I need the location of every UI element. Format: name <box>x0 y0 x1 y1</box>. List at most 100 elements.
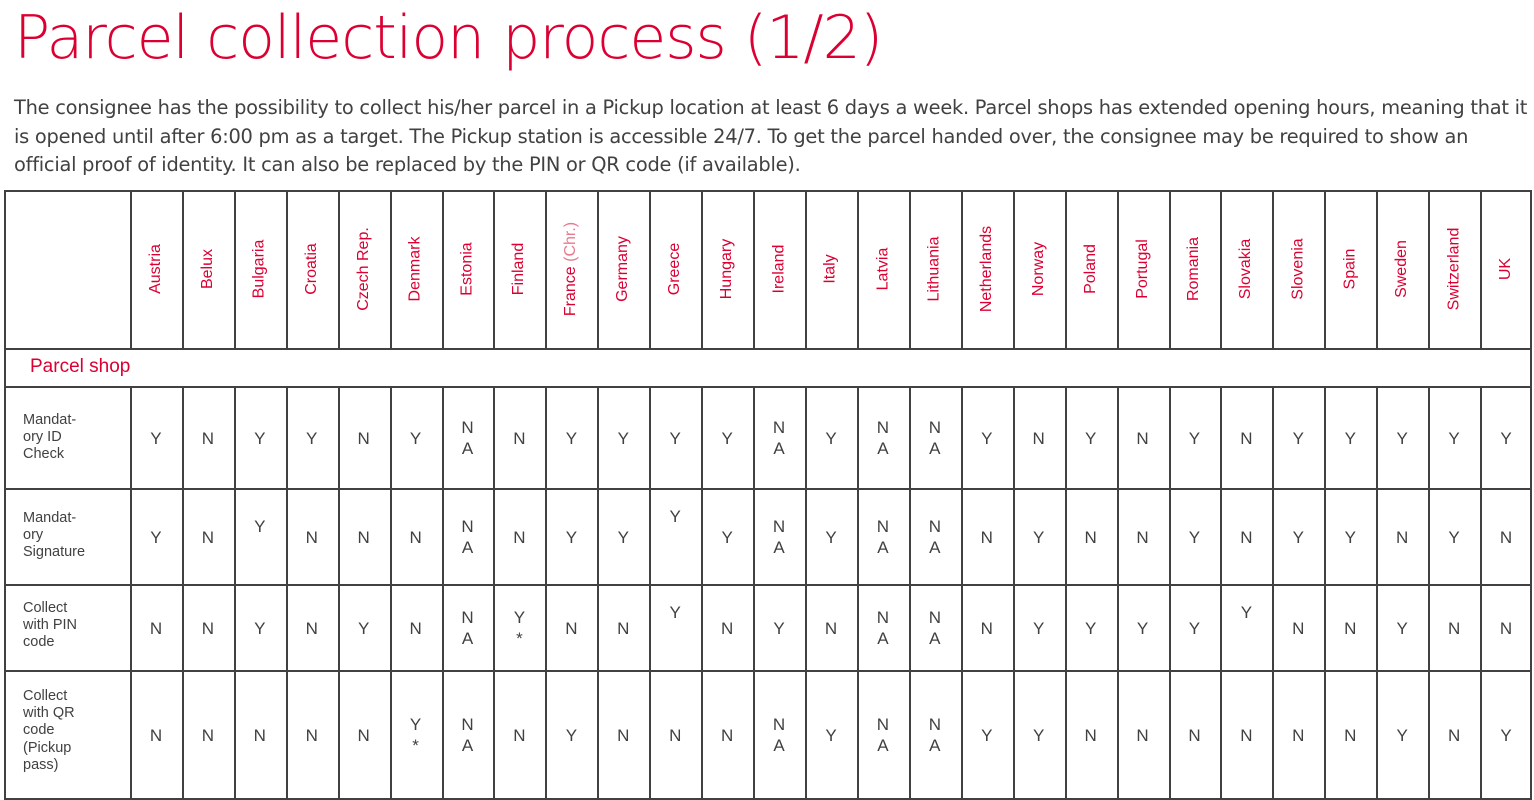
table-cell: Y <box>1376 388 1428 488</box>
cell-value: N A <box>876 715 890 755</box>
table-cell: N A <box>909 388 961 488</box>
column-header-label: Belux <box>198 248 216 290</box>
cell-value: Y <box>721 428 733 448</box>
column-divider <box>338 190 340 348</box>
cell-value: N <box>201 618 215 638</box>
table-cell: N <box>545 586 597 670</box>
table-border-right <box>1530 190 1532 800</box>
table-cell: Y <box>1013 490 1065 584</box>
column-header-label: Latvia <box>873 247 891 291</box>
column-header-italy: Italy <box>805 190 857 348</box>
cell-value: N <box>1240 428 1253 448</box>
column-divider <box>1324 190 1326 348</box>
table-cell: N <box>182 490 234 584</box>
cell-value: Y <box>1396 725 1408 745</box>
table-cell: Y <box>1376 586 1428 670</box>
table-cell: N A <box>909 586 961 670</box>
column-header-label: Netherlands <box>977 225 995 313</box>
table-cell: N <box>493 672 545 798</box>
cell-value: N <box>1499 618 1513 638</box>
table-cell: Y <box>545 388 597 488</box>
column-divider <box>338 386 340 798</box>
table-cell: Y <box>1013 672 1065 798</box>
column-header-croatia: Croatia <box>286 190 338 348</box>
column-divider <box>1169 386 1171 798</box>
table-cell: N <box>286 490 338 584</box>
column-header-label: Poland <box>1081 244 1099 294</box>
cell-value: N <box>253 725 266 745</box>
cell-value: Y <box>981 725 993 745</box>
column-divider <box>753 190 755 348</box>
table-cell: Y <box>805 490 857 584</box>
cell-value: N <box>720 618 734 638</box>
table-cell: Y <box>1324 490 1376 584</box>
cell-value: N <box>305 725 318 745</box>
table-cell: Y <box>805 672 857 798</box>
column-header-label: Finland <box>510 242 528 296</box>
column-header-label: Portugal <box>1133 239 1151 299</box>
table-cell: N <box>338 388 390 488</box>
column-header-label: Croatia <box>302 243 320 295</box>
column-divider <box>234 190 236 348</box>
cell-value: N <box>669 725 682 745</box>
column-header-slovenia: Slovenia <box>1272 190 1324 348</box>
cell-value: N A <box>928 418 941 458</box>
column-divider <box>753 386 755 798</box>
column-header-label: Spain <box>1341 248 1359 290</box>
table-cell: Y <box>805 388 857 488</box>
column-header-austria: Austria <box>130 190 182 348</box>
column-header-greece: Greece <box>649 190 701 348</box>
table-cell: N <box>961 586 1013 670</box>
cell-value: Y <box>1344 428 1356 448</box>
row-divider <box>4 488 1532 490</box>
table-cell: N <box>1428 586 1480 670</box>
page-title: Parcel collection process (1/2) <box>14 3 883 73</box>
table-cell: N A <box>857 586 909 670</box>
column-header-czech-rep: Czech Rep. <box>338 190 390 348</box>
column-header-spain: Spain <box>1324 190 1376 348</box>
table-cell: Y <box>1324 388 1376 488</box>
table-cell: N <box>338 490 390 584</box>
column-divider <box>182 190 184 348</box>
column-divider <box>1428 190 1430 348</box>
column-divider <box>390 386 392 798</box>
column-divider <box>1220 190 1222 348</box>
table-cell: Y <box>130 388 182 488</box>
cell-value: N A <box>461 715 474 755</box>
column-header-label: Greece <box>666 242 684 296</box>
column-header-label: Austria <box>146 244 164 294</box>
table-cell: Y <box>1272 388 1324 488</box>
column-header-ireland: Ireland <box>753 190 805 348</box>
table-cell: Y <box>234 388 286 488</box>
cell-value: Y <box>825 428 837 448</box>
column-header-estonia: Estonia <box>442 190 494 348</box>
table-cell: Y <box>597 490 649 584</box>
cell-value: N <box>1032 428 1045 448</box>
table-cell: N <box>390 586 442 670</box>
cell-value: Y <box>825 527 837 547</box>
table-cell: N <box>1272 586 1324 670</box>
cell-value: N <box>513 527 526 547</box>
cell-value: N <box>357 527 370 547</box>
table-cell: N A <box>857 490 909 584</box>
cell-value: N <box>1499 527 1513 547</box>
cell-value: Y <box>1292 527 1304 547</box>
cell-value: N <box>980 618 993 638</box>
column-header-label: Ireland <box>770 244 788 294</box>
section-divider <box>4 386 1532 388</box>
table-cell: N <box>1324 672 1376 798</box>
header-divider <box>4 348 1532 350</box>
column-divider <box>597 190 599 348</box>
table-cell: N <box>390 490 442 584</box>
cell-value: N <box>305 527 318 547</box>
table-cell: Y <box>1013 586 1065 670</box>
table-cell: N A <box>753 388 805 488</box>
cell-value: N <box>1447 725 1461 745</box>
cell-value: N A <box>461 517 474 557</box>
cell-value: Y <box>1188 527 1201 547</box>
cell-value: N <box>357 725 370 745</box>
table-cell: N <box>1220 672 1272 798</box>
table-cell: Y <box>234 586 286 670</box>
table-cell: N <box>286 586 338 670</box>
